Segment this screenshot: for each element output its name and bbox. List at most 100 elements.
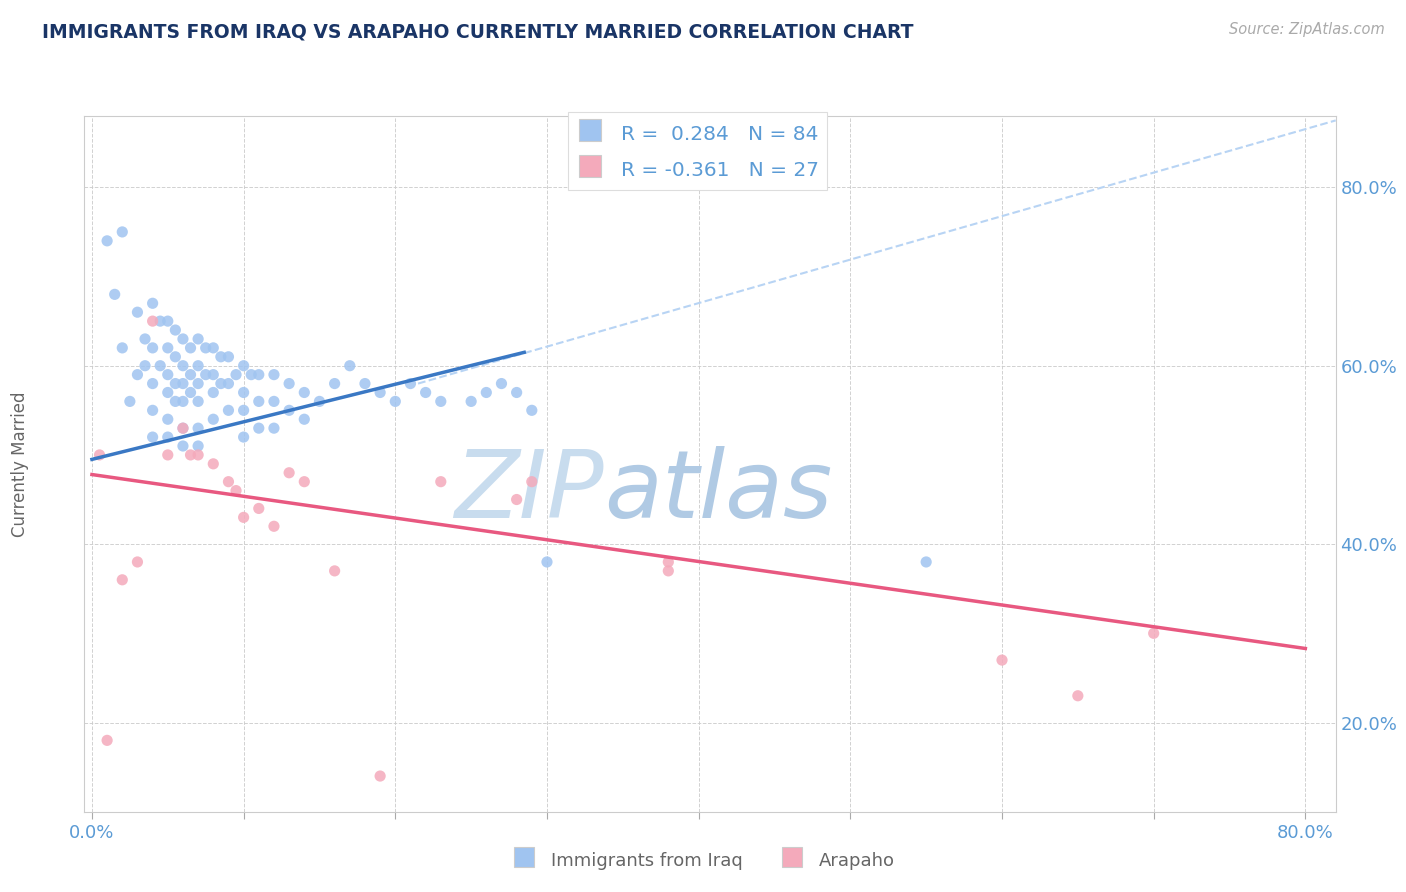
Point [172,394,194,409]
Point [292,385,315,400]
Point [142,296,165,310]
Point [127,368,149,382]
Point [156,368,179,382]
Point [475,385,498,400]
Point [339,359,361,373]
Text: Source: ZipAtlas.com: Source: ZipAtlas.com [1229,22,1385,37]
Point [368,385,391,400]
Point [165,394,187,409]
Point [118,394,141,409]
Point [156,341,179,355]
Point [165,323,187,337]
Point [217,350,239,364]
Point [142,314,165,328]
Point [308,394,330,409]
Point [134,332,156,346]
Point [278,376,301,391]
Point [96,234,118,248]
Point [247,501,270,516]
Point [247,421,270,435]
Point [142,376,165,391]
Point [232,403,254,417]
Point [209,350,232,364]
Point [111,225,134,239]
Point [127,555,149,569]
Point [202,385,225,400]
Point [194,368,217,382]
Point [915,555,938,569]
Point [657,555,679,569]
Legend: R =  0.284   N = 84, R = -0.361   N = 27: R = 0.284 N = 84, R = -0.361 N = 27 [568,112,827,190]
Point [142,430,165,444]
Point [187,359,209,373]
Point [156,430,179,444]
Point [225,368,247,382]
Point [263,421,285,435]
Point [520,403,543,417]
Point [217,475,239,489]
Point [460,394,482,409]
Point [156,448,179,462]
Text: ZIP: ZIP [454,446,603,537]
Point [430,475,453,489]
Point [225,483,247,498]
Point [263,394,285,409]
Point [247,368,270,382]
Point [194,341,217,355]
Point [187,448,209,462]
Point [278,403,301,417]
Point [202,368,225,382]
Point [323,376,346,391]
Point [180,368,202,382]
Point [172,359,194,373]
Point [202,457,225,471]
Point [232,359,254,373]
Text: IMMIGRANTS FROM IRAQ VS ARAPAHO CURRENTLY MARRIED CORRELATION CHART: IMMIGRANTS FROM IRAQ VS ARAPAHO CURRENTL… [42,22,914,41]
Point [156,412,179,426]
Point [292,412,315,426]
Y-axis label: Currently Married: Currently Married [11,391,28,537]
Point [202,341,225,355]
Point [104,287,127,301]
Point [232,385,254,400]
Point [180,341,202,355]
Point [505,385,527,400]
Point [187,394,209,409]
Point [247,394,270,409]
Point [111,341,134,355]
Point [187,376,209,391]
Point [142,341,165,355]
Point [384,394,406,409]
Point [156,385,179,400]
Point [368,769,391,783]
Point [165,350,187,364]
Point [323,564,346,578]
Point [111,573,134,587]
Point [149,314,172,328]
Point [505,492,527,507]
Point [187,421,209,435]
Point [172,421,194,435]
Point [180,448,202,462]
Point [232,430,254,444]
Point [520,475,543,489]
Point [89,448,111,462]
Point [240,368,263,382]
Point [415,385,437,400]
Legend: Immigrants from Iraq, Arapaho: Immigrants from Iraq, Arapaho [505,841,901,879]
Point [491,376,513,391]
Point [263,368,285,382]
Point [134,359,156,373]
Point [1067,689,1090,703]
Text: atlas: atlas [603,446,832,537]
Point [263,519,285,533]
Point [278,466,301,480]
Point [172,332,194,346]
Point [149,359,172,373]
Point [187,332,209,346]
Point [156,314,179,328]
Point [430,394,453,409]
Point [232,510,254,524]
Point [536,555,558,569]
Point [202,412,225,426]
